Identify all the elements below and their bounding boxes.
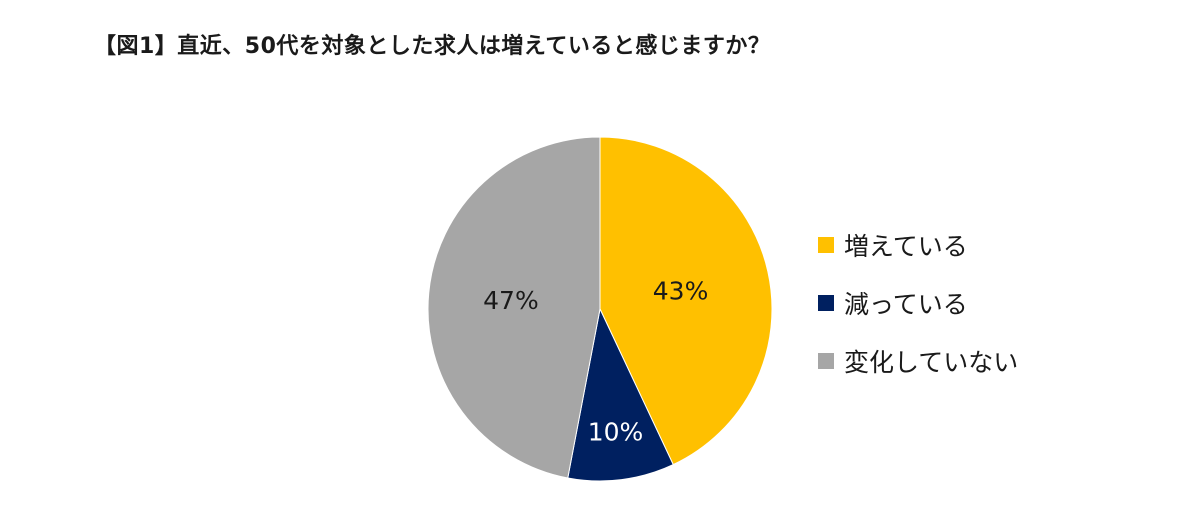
legend-label-decreasing: 減っている [844,290,968,319]
legend-item-decreasing: 減っている [818,288,1018,319]
legend-swatch-unchanged [818,353,834,369]
legend-item-unchanged: 変化していない [818,346,1019,377]
legend-swatch-increasing [818,237,834,253]
pie-slice-unchanged [427,136,601,479]
legend: 増えている 減っている 変化していない [818,230,1018,404]
data-label-decreasing: 10% [588,417,644,446]
data-label-increasing: 43% [653,276,709,305]
legend-swatch-decreasing [818,295,834,311]
data-label-unchanged: 47% [483,286,539,315]
chart-title: 【図1】直近、50代を対象とした求人は増えていると感じますか？ [94,34,771,59]
legend-item-increasing: 増えている [818,230,1018,261]
pie-slice-increasing [599,136,773,466]
legend-label-unchanged: 変化していない [844,348,1019,377]
pie-slice-decreasing [567,307,674,482]
legend-label-increasing: 増えている [844,232,968,261]
